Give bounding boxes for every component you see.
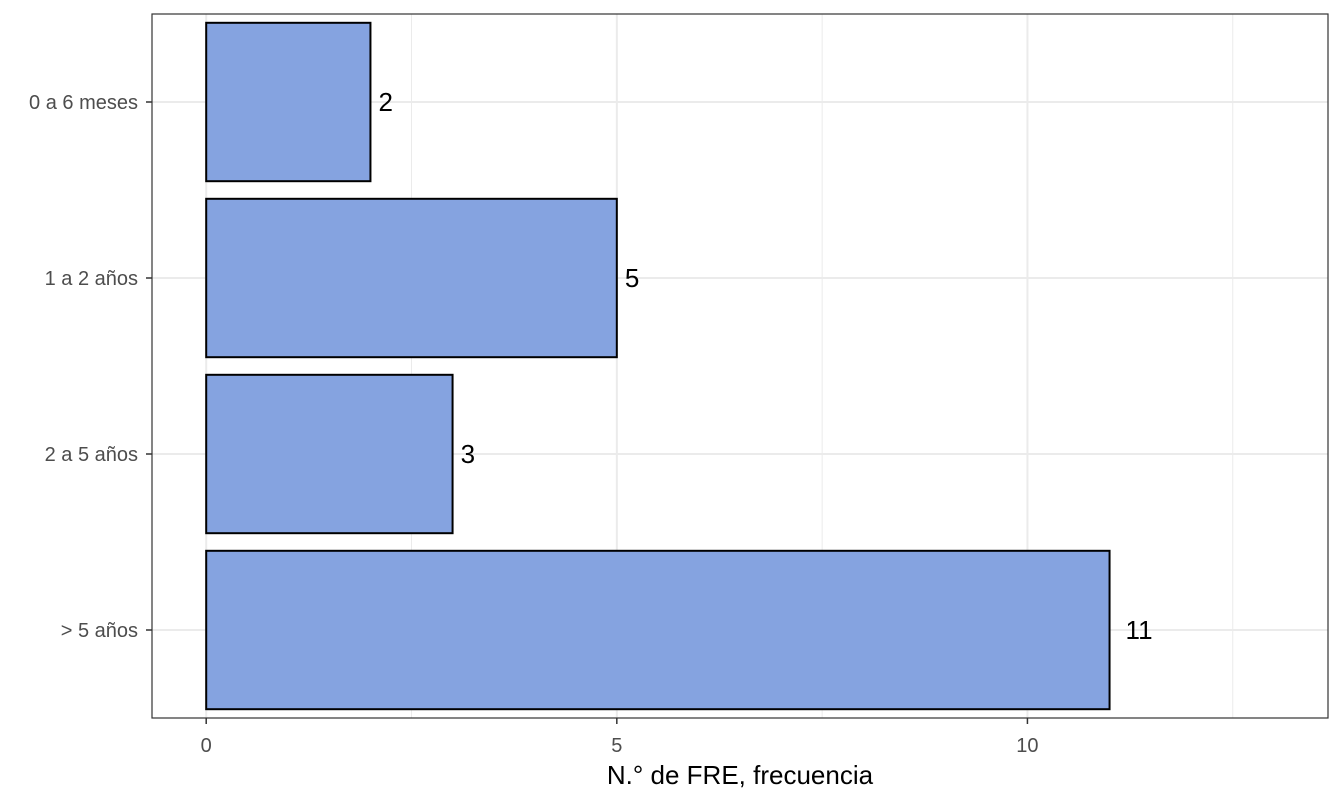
bar [205, 549, 1111, 711]
x-tick-label: 5 [611, 735, 622, 757]
bar-value-label: 11 [1126, 615, 1153, 645]
bar-value-label: 3 [461, 439, 475, 469]
x-axis-title: N.° de FRE, frecuencia [607, 760, 874, 790]
bars [205, 21, 1111, 711]
data-labels: 2 5 3 11 [378, 87, 1152, 645]
bar-value-label: 5 [625, 263, 639, 293]
y-tick-label: 0 a 6 meses [29, 92, 138, 114]
x-tick-label: 10 [1016, 735, 1038, 757]
x-axis: 0 5 10 [201, 718, 1039, 757]
bar [205, 197, 618, 359]
x-tick-label: 0 [201, 735, 212, 757]
bar [205, 373, 454, 535]
y-axis: 0 a 6 meses 1 a 2 años 2 a 5 años > 5 años [29, 92, 152, 642]
y-tick-label: > 5 años [61, 620, 138, 642]
panel-border [151, 13, 1329, 719]
bar [205, 21, 372, 183]
y-tick-label: 2 a 5 años [45, 444, 138, 466]
y-tick-label: 1 a 2 años [45, 268, 138, 290]
bar-value-label: 2 [378, 87, 392, 117]
